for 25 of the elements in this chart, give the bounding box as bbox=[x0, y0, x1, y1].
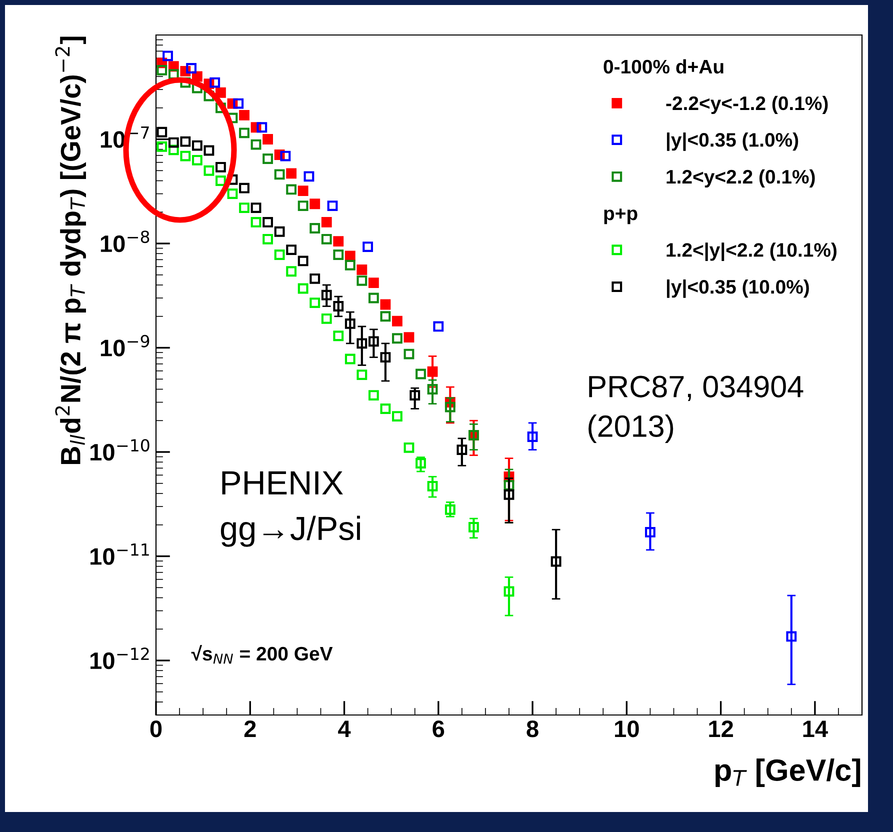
x-tick-label: 2 bbox=[244, 720, 256, 737]
x-tick-label: 8 bbox=[526, 720, 538, 738]
annotation: √s$_{NN}$ = 200 GeV bbox=[191, 645, 333, 664]
x-axis-title: p$_{T}$ [GeV/c] bbox=[716, 758, 860, 788]
annotation: PRC87, 034904 (2013) bbox=[588, 376, 804, 444]
annotation: PHENIX gg→J/Psi bbox=[220, 471, 360, 547]
y-tick-label: 10$^{−8}$ bbox=[100, 230, 150, 252]
x-tick-label: 14 bbox=[803, 720, 828, 737]
y-tick-label: 10$^{−11}$ bbox=[90, 544, 149, 565]
y-tick-label: 10$^{−10}$ bbox=[90, 439, 150, 461]
y-tick-label: 10$^{−12}$ bbox=[90, 648, 149, 670]
legend-label: |y|<0.35 (10.0%) bbox=[666, 279, 809, 298]
x-tick-label: 0 bbox=[150, 720, 162, 738]
x-tick-label: 10 bbox=[615, 720, 639, 738]
x-tick-label: 12 bbox=[709, 720, 733, 737]
legend-label: -2.2<y<-1.2 (0.1%) bbox=[666, 96, 828, 114]
legend-label: 1.2<|y|<2.2 (10.1%) bbox=[666, 242, 836, 261]
x-tick-label: 6 bbox=[432, 720, 444, 738]
legend-label: 1.2<y<2.2 (0.1%) bbox=[666, 169, 815, 188]
legend-title: 0-100% d+Au bbox=[604, 59, 724, 74]
text: B$_{ll}$d$^{2}$N/(2 π p$_{T}$ dydp$_{T}$) [(GeV/c)$^{−2}$] bbox=[55, 36, 86, 464]
legend-label: |y|<0.35 (1.0%) bbox=[666, 132, 798, 151]
x-tick-label: 4 bbox=[338, 720, 351, 737]
y-tick-label: 10$^{−9}$ bbox=[100, 334, 150, 356]
annotation: p+p bbox=[604, 208, 638, 224]
